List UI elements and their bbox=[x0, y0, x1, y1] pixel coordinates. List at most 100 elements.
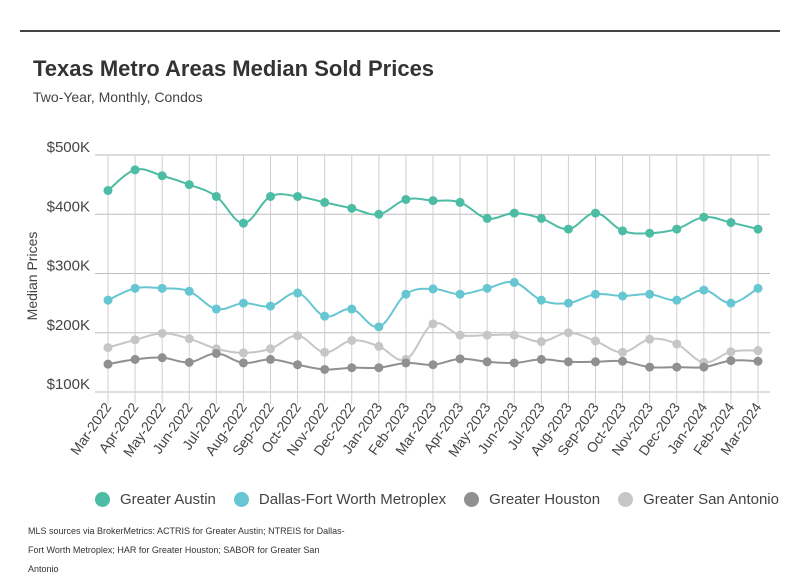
data-point bbox=[591, 289, 600, 299]
data-point bbox=[157, 283, 167, 293]
data-point bbox=[536, 337, 546, 347]
data-point bbox=[266, 191, 275, 201]
legend-label: Greater Austin bbox=[120, 491, 216, 508]
data-point bbox=[401, 194, 411, 204]
x-axis-ticks: Mar-2022Apr-2022May-2022Jun-2022Jul-2022… bbox=[67, 399, 765, 459]
data-point bbox=[320, 347, 330, 357]
data-point bbox=[428, 319, 438, 329]
data-point bbox=[428, 196, 438, 206]
data-point bbox=[645, 362, 655, 372]
legend-label: Dallas-Fort Worth Metroplex bbox=[258, 491, 447, 508]
data-point bbox=[103, 295, 113, 305]
data-point bbox=[401, 358, 411, 368]
data-point bbox=[211, 191, 221, 201]
data-point bbox=[374, 363, 384, 373]
y-tick-label: $300K bbox=[47, 258, 90, 275]
data-point bbox=[130, 283, 140, 293]
legend-item: Greater San Antonio bbox=[618, 491, 779, 508]
data-point bbox=[130, 335, 140, 345]
data-point bbox=[374, 209, 384, 219]
data-point bbox=[563, 328, 573, 338]
data-point bbox=[699, 362, 709, 372]
data-point bbox=[266, 354, 275, 364]
data-point bbox=[672, 339, 682, 349]
data-point bbox=[536, 354, 546, 364]
data-point bbox=[672, 362, 682, 372]
data-point bbox=[672, 295, 682, 305]
data-point bbox=[347, 304, 357, 314]
top-rule bbox=[20, 30, 780, 32]
data-point bbox=[563, 357, 573, 367]
data-point bbox=[428, 284, 438, 294]
data-point bbox=[184, 334, 194, 344]
data-point bbox=[157, 353, 167, 363]
data-point bbox=[211, 348, 221, 358]
chart-subtitle: Two-Year, Monthly, Condos bbox=[33, 89, 203, 105]
data-point bbox=[591, 208, 600, 218]
y-tick-label: $500K bbox=[47, 139, 90, 156]
data-point bbox=[618, 226, 628, 236]
legend: Greater Austin Dallas-Fort Worth Metrople… bbox=[95, 491, 797, 508]
data-point bbox=[536, 295, 546, 305]
data-point bbox=[238, 358, 248, 368]
data-point bbox=[482, 213, 492, 223]
data-point bbox=[618, 347, 628, 357]
series-points bbox=[103, 165, 763, 374]
data-point bbox=[618, 291, 628, 301]
data-point bbox=[482, 283, 492, 293]
data-point bbox=[401, 289, 411, 299]
y-tick-label: $400K bbox=[47, 198, 90, 215]
data-point bbox=[672, 224, 682, 234]
y-axis-label: Median Prices bbox=[24, 232, 40, 321]
data-point bbox=[211, 304, 221, 314]
data-point bbox=[509, 277, 519, 287]
data-point bbox=[753, 224, 763, 234]
data-point bbox=[184, 357, 194, 367]
data-point bbox=[753, 356, 763, 366]
data-point bbox=[103, 359, 113, 369]
data-point bbox=[157, 328, 167, 338]
legend-label: Greater Houston bbox=[489, 491, 601, 508]
legend-marker bbox=[618, 492, 634, 507]
data-point bbox=[238, 298, 248, 308]
data-point bbox=[374, 322, 384, 332]
data-point bbox=[184, 286, 194, 296]
data-point bbox=[293, 191, 303, 201]
data-point bbox=[184, 180, 194, 190]
data-point bbox=[347, 363, 357, 373]
data-point bbox=[347, 335, 357, 345]
data-point bbox=[618, 356, 628, 366]
chart-title: Texas Metro Areas Median Sold Prices bbox=[33, 56, 435, 81]
data-point bbox=[699, 285, 709, 295]
data-point bbox=[374, 341, 384, 351]
data-point bbox=[645, 334, 655, 344]
legend-item: Dallas-Fort Worth Metroplex bbox=[233, 491, 447, 508]
data-point bbox=[293, 331, 303, 341]
data-point bbox=[699, 212, 709, 222]
data-point bbox=[293, 360, 303, 370]
data-point bbox=[238, 218, 248, 228]
data-point bbox=[591, 357, 600, 367]
y-axis-ticks: $100K $200K $300K $400K $500K bbox=[47, 139, 90, 393]
data-point bbox=[753, 346, 763, 356]
data-point bbox=[591, 336, 600, 346]
data-point bbox=[428, 360, 438, 370]
data-point bbox=[509, 330, 519, 340]
data-point bbox=[320, 311, 330, 321]
data-point bbox=[563, 298, 573, 308]
data-point bbox=[157, 171, 167, 181]
y-tick-label: $200K bbox=[47, 317, 90, 334]
data-point bbox=[320, 197, 330, 207]
data-point bbox=[103, 343, 113, 353]
data-point bbox=[347, 203, 357, 213]
data-point bbox=[753, 283, 763, 293]
data-point bbox=[266, 301, 275, 311]
data-point bbox=[320, 364, 330, 374]
legend-marker bbox=[95, 492, 110, 507]
data-point bbox=[726, 356, 736, 366]
y-tick-label: $100K bbox=[47, 376, 90, 393]
data-point bbox=[293, 288, 303, 298]
legend-item: Greater Houston bbox=[464, 491, 600, 508]
data-point bbox=[563, 224, 573, 234]
